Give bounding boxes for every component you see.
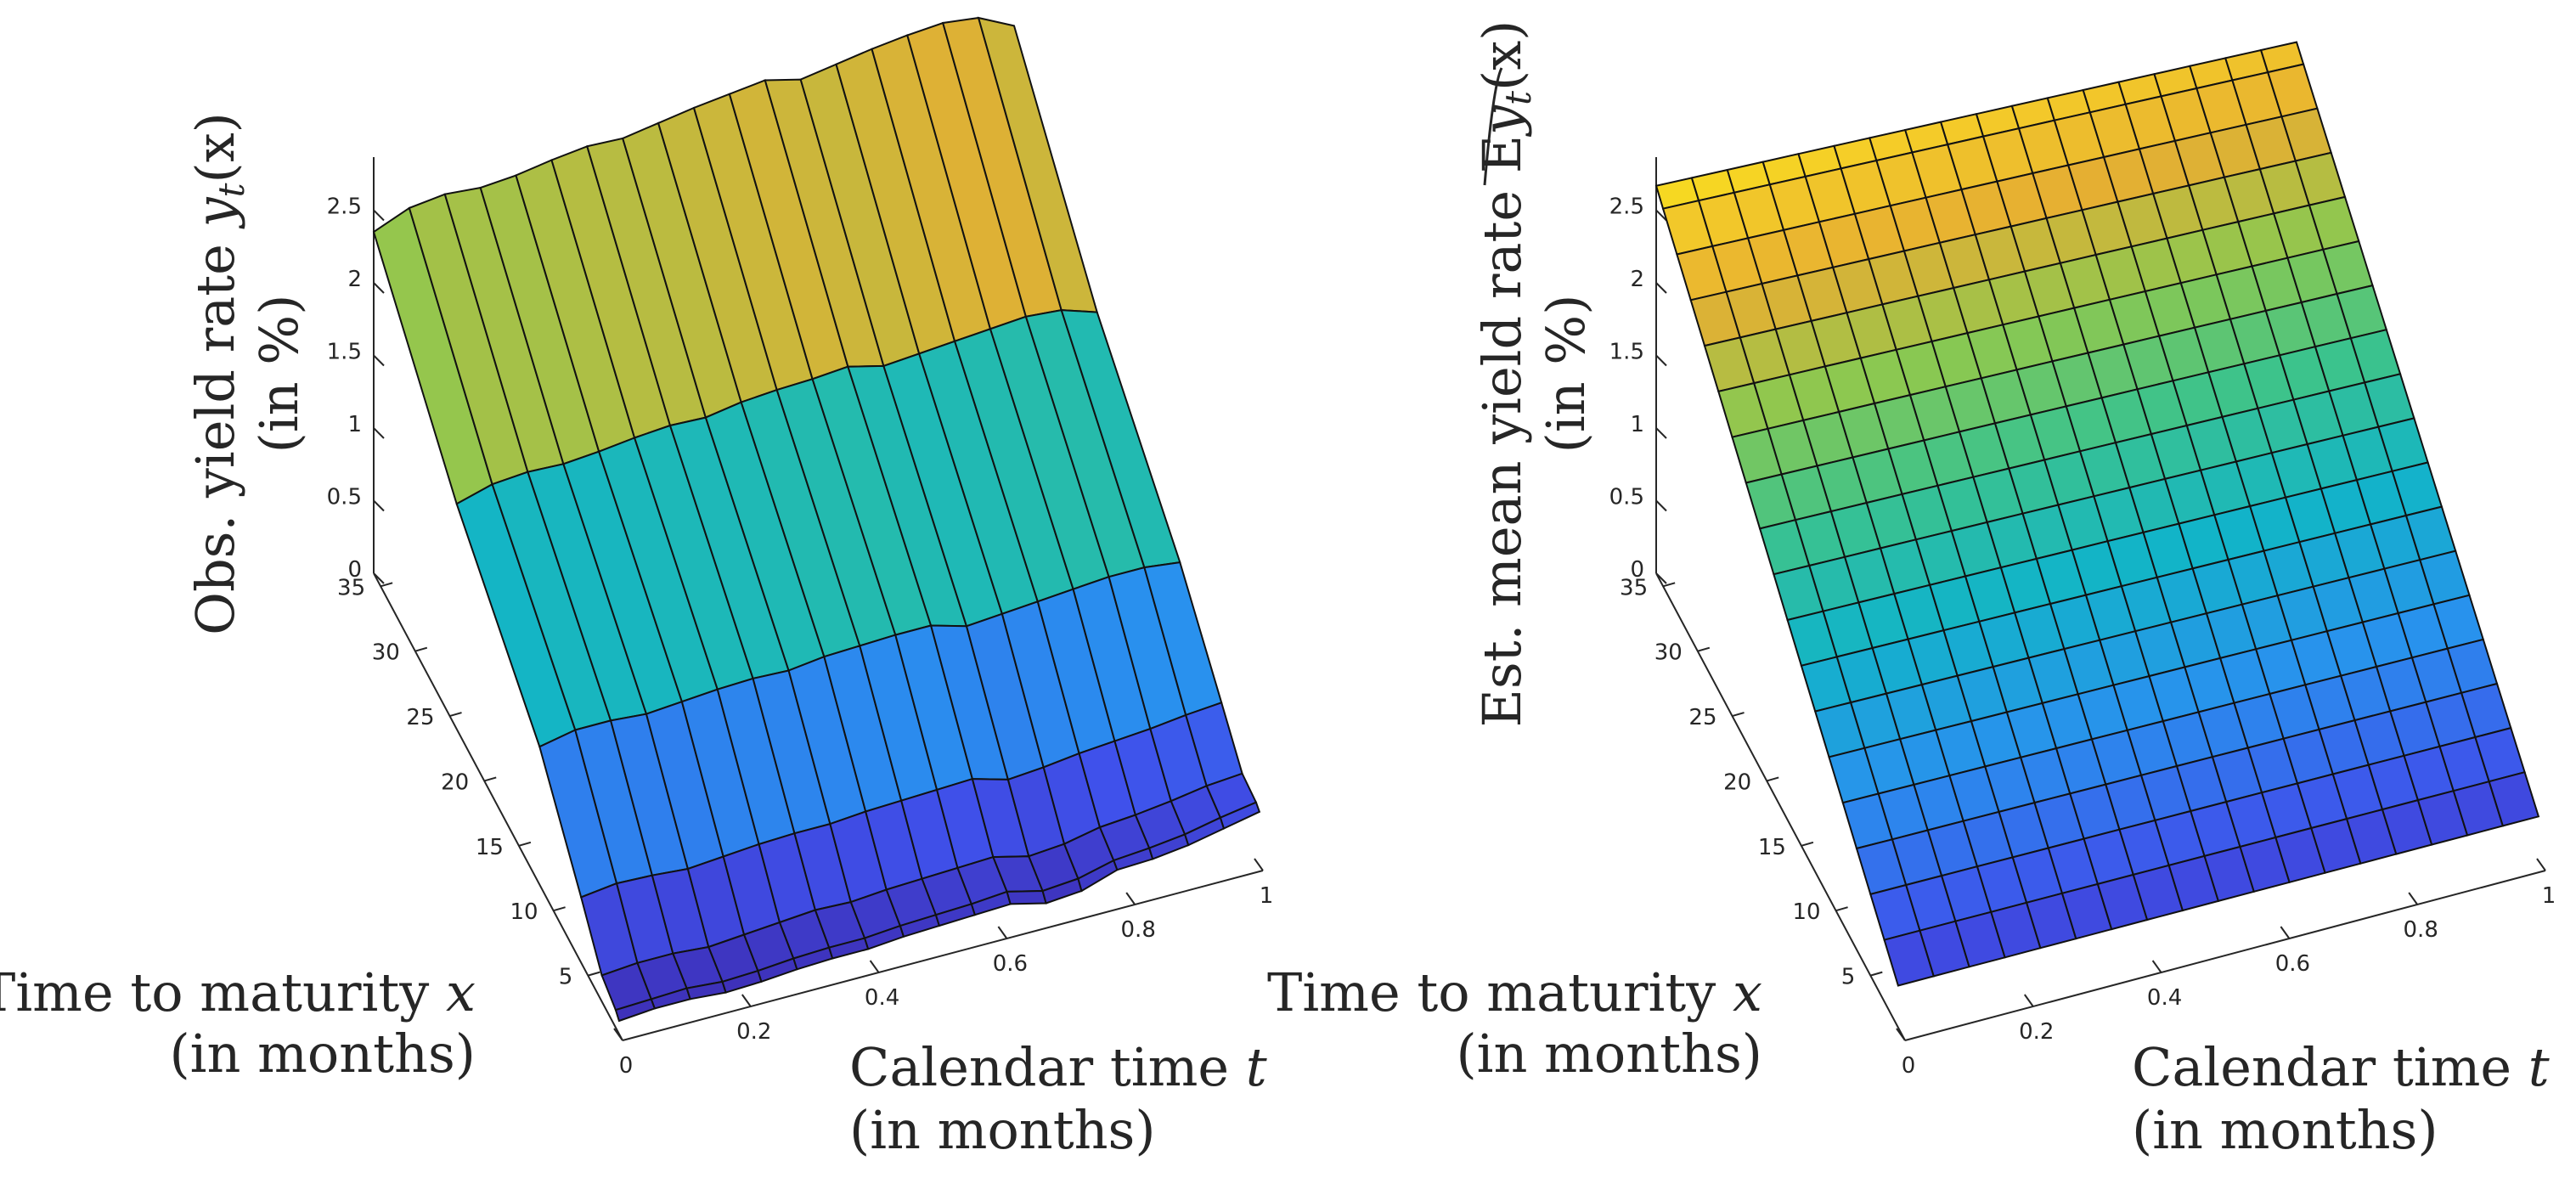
maturity-tick-label: 5 (559, 965, 573, 990)
maturity-tick-label: 15 (1758, 835, 1786, 860)
time-tick-label: 0 (619, 1053, 634, 1079)
time-tick-label: 0.6 (993, 951, 1028, 977)
time-tick (997, 926, 1008, 939)
right-panel-estimated-mean-yield: 00.511.522.5510152025303500.20.40.60.81E… (1267, 20, 2556, 1161)
maturity-tick (1697, 646, 1711, 652)
time-axis-label-units: (in months) (849, 1099, 1156, 1161)
z-axis-label: Est. mean yield rate Eyt(x) (1471, 20, 1539, 728)
maturity-axis-label: Time to maturity x (0, 961, 476, 1023)
time-tick-label: 1 (2542, 883, 2556, 909)
maturity-tick-label: 25 (1688, 705, 1716, 730)
z-axis-label: Obs. yield rate yt(x) (184, 112, 252, 635)
z-tick (373, 499, 385, 512)
z-tick (373, 354, 385, 367)
maturity-tick-label: 5 (1841, 965, 1856, 990)
left-panel-observed-yield: 00.511.522.5510152025303500.20.40.60.81O… (0, 16, 1274, 1161)
z-tick (1655, 427, 1667, 439)
time-tick (2536, 858, 2546, 871)
maturity-tick (1870, 971, 1883, 977)
z-tick (373, 209, 385, 222)
maturity-tick-label: 35 (337, 575, 365, 600)
z-axis-label-units: (in %) (1535, 295, 1597, 454)
time-tick-label: 0.6 (2275, 951, 2310, 977)
time-tick (741, 994, 752, 1007)
time-tick-label: 0.8 (1121, 917, 1156, 943)
maturity-tick-label: 20 (441, 769, 469, 795)
z-tick-label: 1 (1630, 412, 1644, 437)
maturity-tick (449, 712, 462, 718)
maturity-tick-label: 15 (476, 835, 504, 860)
maturity-tick-label: 10 (1793, 899, 1821, 925)
maturity-tick (518, 841, 532, 847)
maturity-axis-label-units: (in months) (169, 1023, 476, 1085)
maturity-tick (1662, 582, 1676, 588)
z-tick (1655, 282, 1667, 294)
time-tick (1125, 892, 1136, 905)
z-tick (1655, 572, 1667, 584)
z-tick-label: 0.5 (327, 485, 362, 510)
maturity-tick-label: 30 (372, 640, 400, 666)
time-axis-label: Calendar time t (2132, 1036, 2550, 1098)
z-tick-label: 2.5 (1609, 194, 1644, 220)
maturity-tick-label: 25 (406, 705, 434, 730)
time-axis-label-units: (in months) (2132, 1099, 2438, 1161)
z-tick-label: 2.5 (327, 194, 362, 220)
time-tick (613, 1028, 623, 1041)
time-tick (2023, 994, 2034, 1007)
maturity-tick (1835, 906, 1848, 912)
z-tick (1655, 499, 1667, 512)
time-tick (2280, 926, 2291, 939)
z-axis-label-units: (in %) (248, 295, 310, 454)
z-tick-label: 2 (347, 267, 362, 292)
z-tick (373, 427, 385, 439)
surface-cell (1219, 801, 1261, 830)
maturity-tick (1732, 712, 1745, 718)
z-tick-label: 1.5 (1609, 340, 1644, 365)
z-tick-label: 0.5 (1609, 485, 1644, 510)
maturity-tick (414, 646, 428, 652)
maturity-tick (588, 971, 600, 977)
z-tick (1655, 354, 1667, 367)
maturity-tick-label: 30 (1654, 640, 1683, 666)
z-tick (373, 282, 385, 294)
time-axis-label: Calendar time t (849, 1036, 1267, 1098)
time-tick-label: 0.8 (2404, 917, 2438, 943)
z-tick (1655, 209, 1667, 222)
maturity-tick-label: 35 (1620, 575, 1648, 600)
time-axis-line (1904, 870, 2546, 1041)
z-tick-label: 2 (1630, 267, 1644, 292)
z-tick (373, 572, 385, 584)
surface-mesh (372, 16, 1261, 1023)
maturity-tick (1801, 841, 1814, 847)
maturity-axis-label-units: (in months) (1456, 1023, 1762, 1085)
maturity-axis-label: Time to maturity x (1267, 961, 1762, 1023)
z-tick-label: 0 (1630, 557, 1644, 583)
z-tick-label: 1.5 (327, 340, 362, 365)
maturity-tick (553, 906, 566, 912)
maturity-tick (1766, 776, 1779, 782)
time-tick-label: 0.4 (2147, 985, 2182, 1011)
time-tick-label: 0 (1902, 1053, 1916, 1079)
maturity-tick (380, 582, 393, 588)
time-tick (1896, 1028, 1906, 1041)
z-tick-label: 1 (347, 412, 362, 437)
time-tick-label: 1 (1260, 883, 1274, 909)
time-tick (869, 960, 880, 973)
maturity-tick-label: 20 (1723, 769, 1751, 795)
time-tick-label: 0.2 (2019, 1019, 2054, 1045)
time-tick-label: 0.4 (865, 985, 899, 1011)
time-tick (1254, 858, 1264, 871)
maturity-tick (483, 776, 497, 782)
maturity-tick-label: 10 (510, 899, 538, 925)
surface-cell (2488, 770, 2540, 827)
time-axis-line (622, 870, 1264, 1041)
surface-cell (1006, 889, 1047, 905)
surface-mesh (1654, 41, 2540, 987)
z-tick-label: 0 (347, 557, 362, 583)
hat-accent (1483, 67, 1503, 186)
time-tick (2151, 960, 2162, 973)
time-tick (2408, 892, 2419, 905)
time-tick-label: 0.2 (736, 1019, 771, 1045)
